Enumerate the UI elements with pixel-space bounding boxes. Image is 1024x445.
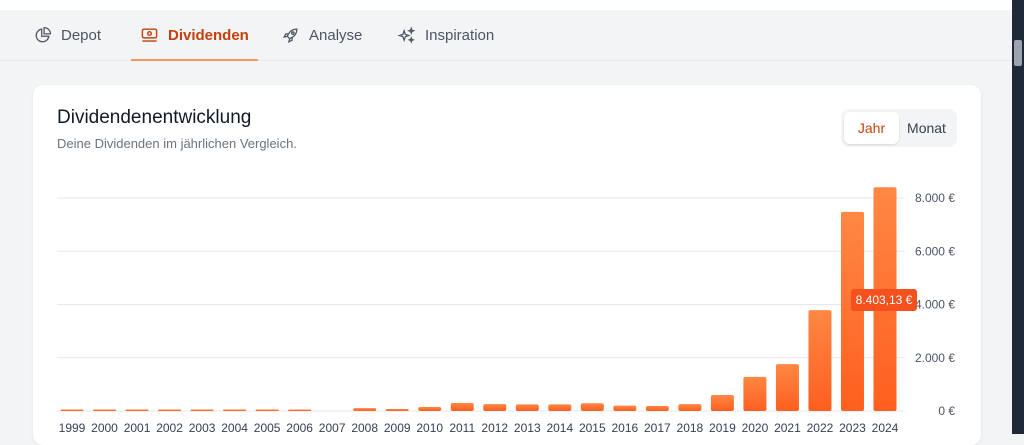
bar-2018[interactable]: [678, 404, 702, 411]
bar-2006[interactable]: [288, 409, 312, 412]
bar-2003[interactable]: [190, 409, 214, 412]
x-tick-label: 2008: [351, 421, 378, 434]
y-tick-label: 2.000 €: [915, 351, 955, 365]
x-tick-label: 2022: [807, 421, 834, 434]
y-tick-label: 8.000 €: [915, 191, 955, 205]
x-tick-label: 2016: [611, 421, 638, 434]
tooltip-label: 8.403,13 €: [856, 293, 913, 307]
pie-chart-icon: [35, 26, 52, 42]
y-tick-label: 4.000 €: [915, 298, 955, 312]
main-tabs: Depot Dividenden Analyse Inspiration: [0, 10, 1012, 61]
x-tick-label: 2000: [91, 421, 118, 434]
bar-2010[interactable]: [418, 407, 442, 411]
scrollbar[interactable]: [1012, 0, 1024, 434]
x-tick-label: 2019: [709, 421, 736, 434]
bar-2008[interactable]: [353, 408, 377, 411]
bar-2005[interactable]: [255, 409, 279, 412]
x-tick-label: 2001: [124, 421, 151, 434]
x-tick-label: 2018: [677, 421, 704, 434]
x-tick-label: 2013: [514, 421, 541, 434]
sparkles-icon: [397, 26, 416, 44]
x-tick-label: 2017: [644, 421, 671, 434]
dividend-bar-chart: 0 € 2.000 € 4.000 € 6.000 € 8.000 € 1999 2000 2…: [57, 187, 955, 434]
x-tick-label: 2021: [774, 421, 801, 434]
x-tick-label: 2011: [449, 421, 475, 434]
card-title: Dividendenentwicklung: [57, 107, 252, 128]
x-tick-label: 2010: [416, 421, 443, 434]
toggle-jahr[interactable]: Jahr: [844, 112, 899, 144]
y-tick-label: 0 €: [938, 404, 955, 418]
card-subtitle: Deine Dividenden im jährlichen Vergleich…: [57, 136, 297, 151]
x-tick-label: 2006: [286, 421, 313, 434]
x-tick-label: 2009: [384, 421, 411, 434]
rocket-icon: [282, 28, 298, 43]
tab-dividenden[interactable]: Dividenden: [131, 10, 258, 61]
tab-depot[interactable]: Depot: [33, 10, 101, 60]
bar-2022[interactable]: [808, 310, 832, 411]
x-tick-label: 2005: [254, 421, 281, 434]
x-tick-label: 2015: [579, 421, 606, 434]
bar-2000[interactable]: [93, 409, 117, 412]
tab-label: Analyse: [309, 26, 363, 44]
bar-2017[interactable]: [645, 405, 669, 411]
bar-2014[interactable]: [548, 404, 572, 411]
x-tick-label: 2020: [742, 421, 769, 434]
x-tick-label: 2003: [189, 421, 216, 434]
period-toggle: Jahr Monat: [841, 109, 957, 147]
bar-2020[interactable]: [743, 376, 767, 411]
bar-2021[interactable]: [775, 364, 799, 411]
x-tick-label: 2014: [546, 421, 573, 434]
bar-2016[interactable]: [613, 405, 637, 411]
tab-label: Dividenden: [168, 26, 249, 44]
bar-2023[interactable]: [840, 211, 864, 411]
x-tick-label: 2023: [839, 421, 866, 434]
bar-2004[interactable]: [223, 409, 247, 412]
bar-2011[interactable]: [450, 403, 474, 411]
bar-2013[interactable]: [515, 404, 539, 411]
toggle-monat[interactable]: Monat: [907, 120, 946, 136]
x-tick-label: 2002: [156, 421, 183, 434]
bar-2015[interactable]: [580, 403, 604, 411]
tab-inspiration[interactable]: Inspiration: [397, 10, 494, 60]
x-tick-label: 2024: [872, 421, 899, 434]
x-tick-label: 2012: [481, 421, 508, 434]
bar-2009[interactable]: [385, 409, 409, 411]
banknote-icon: [141, 27, 158, 42]
y-tick-label: 6.000 €: [915, 244, 955, 258]
tab-label: Inspiration: [425, 26, 495, 44]
bar-1999[interactable]: [60, 409, 84, 412]
x-tick-label: 2004: [221, 421, 248, 434]
bar-2012[interactable]: [483, 404, 507, 411]
tab-label: Depot: [61, 26, 102, 44]
x-tick-label: 1999: [59, 421, 86, 434]
scrollbar-thumb[interactable]: [1014, 40, 1022, 66]
bar-2019[interactable]: [710, 395, 734, 411]
bar-2001[interactable]: [125, 409, 149, 412]
tab-analyse[interactable]: Analyse: [281, 10, 362, 60]
bar-2002[interactable]: [158, 409, 182, 412]
bookmarks-bar: [0, 0, 1012, 10]
value-tooltip: [851, 289, 917, 311]
x-tick-label: 2007: [319, 421, 346, 434]
